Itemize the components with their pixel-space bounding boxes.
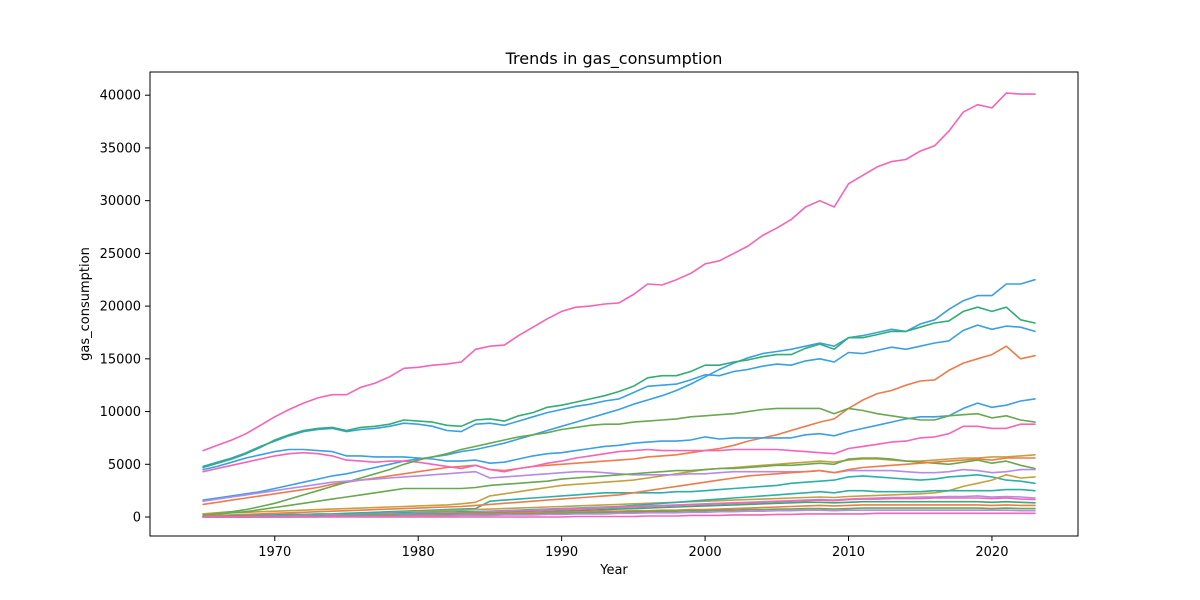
x-tick-label-1980: 1980: [402, 545, 435, 560]
series-line-4: [202, 306, 1036, 469]
x-axis: 1970 1980 1990 2000 2010 2020: [258, 536, 1008, 560]
series-line-8: [202, 407, 1036, 515]
chart-title: Trends in gas_consumption: [505, 49, 723, 69]
series-line-13: [202, 457, 1036, 517]
y-tick-label-10000: 10000: [100, 405, 141, 420]
series-line-22: [202, 512, 1036, 518]
x-tick-label-2020: 2020: [975, 545, 1008, 560]
x-axis-label: Year: [599, 563, 628, 578]
series-group: [202, 92, 1036, 518]
x-tick-label-2000: 2000: [689, 545, 722, 560]
plot-frame: [149, 71, 1079, 537]
series-line-3: [202, 278, 1036, 501]
y-axis-label: gas_consumption: [78, 247, 93, 361]
y-tick-label-25000: 25000: [100, 247, 141, 262]
y-tick-label-15000: 15000: [100, 352, 141, 367]
series-line-7: [202, 398, 1036, 471]
plot-area: [149, 71, 1079, 537]
y-tick-label-40000: 40000: [100, 89, 141, 104]
y-tick-label-20000: 20000: [100, 300, 141, 315]
series-line-10: [202, 468, 1036, 503]
y-tick-label-35000: 35000: [100, 141, 141, 156]
x-tick-label-1990: 1990: [545, 545, 578, 560]
series-line-2: [202, 324, 1036, 468]
x-tick-label-2010: 2010: [832, 545, 865, 560]
y-tick-label-0: 0: [133, 511, 141, 526]
y-tick-label-5000: 5000: [108, 458, 141, 473]
x-tick-label-1970: 1970: [258, 545, 291, 560]
series-line-11: [202, 457, 1036, 516]
y-axis: 0 5000 10000 15000 20000 25000 30000 35000 40000: [100, 89, 150, 526]
series-line-1: [202, 92, 1036, 452]
series-line-6: [202, 423, 1036, 473]
y-tick-label-30000: 30000: [100, 194, 141, 209]
